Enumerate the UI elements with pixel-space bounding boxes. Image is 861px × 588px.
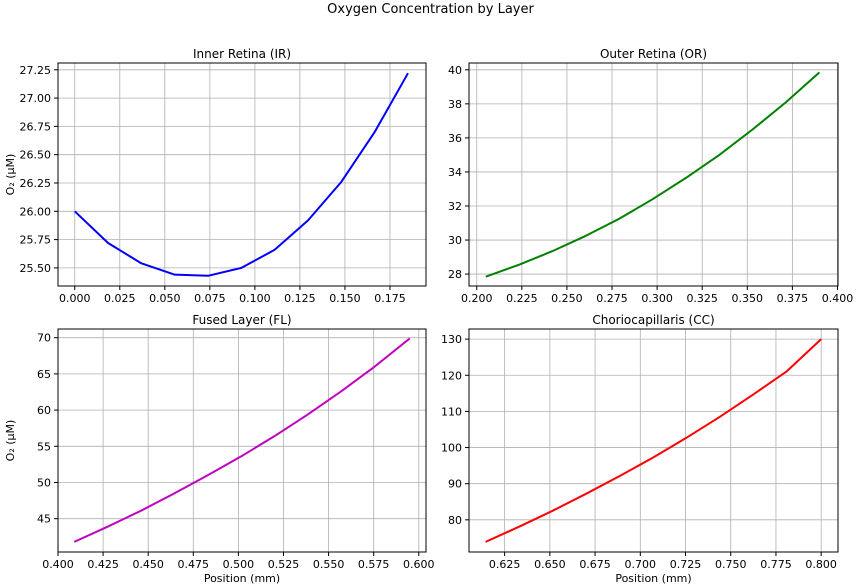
x-tick-label: 0.050 [149,292,181,305]
y-tick-label: 110 [441,405,462,418]
x-tick-label: 0.725 [670,558,702,571]
x-tick-label: 0.325 [686,292,718,305]
x-tick-label: 0.375 [777,292,809,305]
axes-frame [468,328,839,553]
y-tick-label: 100 [441,442,462,455]
x-tick-label: 0.400 [822,292,854,305]
x-tick-label: 0.175 [374,292,406,305]
x-tick-label: 0.125 [284,292,316,305]
y-tick-label: 65 [37,368,51,381]
y-axis-label: O₂ (µM) [4,154,17,196]
x-tick-label: 0.475 [178,558,210,571]
y-tick-label: 25.50 [20,262,52,275]
series-line [485,338,822,543]
x-tick-label: 0.700 [625,558,657,571]
x-tick-label: 0.225 [506,292,538,305]
chart-title: Outer Retina (OR) [600,47,707,61]
x-tick-label: 0.600 [403,558,435,571]
series-line [485,71,821,278]
axes-frame [57,328,427,553]
x-tick-label: 0.425 [87,558,119,571]
y-tick-label: 26.25 [20,177,52,190]
y-tick-label: 28 [448,268,462,281]
y-tick-label: 55 [37,440,51,453]
x-tick-label: 0.300 [641,292,673,305]
x-axis-label: Position (mm) [615,572,691,585]
y-tick-label: 25.75 [20,234,52,247]
x-tick-label: 0.200 [461,292,493,305]
series-line [74,72,409,277]
y-tick-label: 34 [448,166,462,179]
x-tick-label: 0.650 [534,558,566,571]
x-tick-label: 0.500 [223,558,255,571]
chart-title: Fused Layer (FL) [192,313,291,327]
y-tick-label: 26.50 [20,149,52,162]
y-tick-label: 70 [37,332,51,345]
y-axis-label: O₂ (µM) [4,420,17,462]
y-tick-label: 130 [441,333,462,346]
x-tick-label: 0.000 [59,292,91,305]
x-tick-label: 0.400 [42,558,74,571]
x-tick-label: 0.250 [551,292,583,305]
x-tick-label: 0.100 [239,292,271,305]
x-tick-label: 0.550 [313,558,345,571]
x-tick-label: 0.525 [268,558,300,571]
x-tick-label: 0.025 [104,292,136,305]
y-tick-label: 26.75 [20,120,52,133]
y-tick-label: 40 [448,64,462,77]
x-tick-label: 0.775 [760,558,792,571]
y-tick-label: 90 [448,478,462,491]
y-tick-label: 120 [441,369,462,382]
series-line [73,337,411,543]
figure-suptitle: Oxygen Concentration by Layer [327,2,534,17]
y-tick-label: 38 [448,98,462,111]
x-tick-label: 0.800 [805,558,837,571]
x-tick-label: 0.075 [194,292,226,305]
chart-title: Inner Retina (IR) [193,47,291,61]
y-tick-label: 45 [37,513,51,526]
y-tick-label: 80 [448,514,462,527]
y-tick-label: 26.00 [20,205,52,218]
x-tick-label: 0.150 [329,292,361,305]
x-tick-label: 0.625 [489,558,521,571]
x-axis-label: Position (mm) [204,572,280,585]
y-tick-label: 60 [37,404,51,417]
chart-title: Choriocapillaris (CC) [592,313,714,327]
x-tick-label: 0.575 [358,558,390,571]
y-tick-label: 27.00 [20,92,52,105]
x-tick-label: 0.750 [715,558,747,571]
axes-frame [57,62,427,287]
y-tick-label: 36 [448,132,462,145]
y-tick-label: 32 [448,200,462,213]
y-tick-label: 27.25 [20,64,52,77]
axes-frame [468,62,839,287]
x-tick-label: 0.275 [596,292,628,305]
y-tick-label: 30 [448,234,462,247]
x-tick-label: 0.675 [579,558,611,571]
x-tick-label: 0.350 [732,292,764,305]
y-tick-label: 50 [37,476,51,489]
x-tick-label: 0.450 [132,558,164,571]
